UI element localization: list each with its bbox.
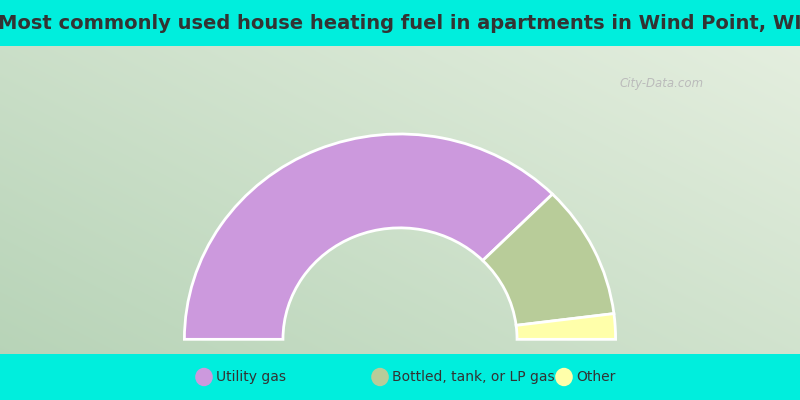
- Ellipse shape: [195, 368, 213, 386]
- Wedge shape: [482, 194, 614, 325]
- Wedge shape: [184, 134, 553, 339]
- Text: Bottled, tank, or LP gas: Bottled, tank, or LP gas: [392, 370, 554, 384]
- Text: City-Data.com: City-Data.com: [620, 77, 704, 90]
- Ellipse shape: [555, 368, 573, 386]
- Ellipse shape: [371, 368, 389, 386]
- Text: Most commonly used house heating fuel in apartments in Wind Point, WI: Most commonly used house heating fuel in…: [0, 14, 800, 34]
- Text: Other: Other: [576, 370, 615, 384]
- Wedge shape: [516, 314, 616, 339]
- Text: Utility gas: Utility gas: [216, 370, 286, 384]
